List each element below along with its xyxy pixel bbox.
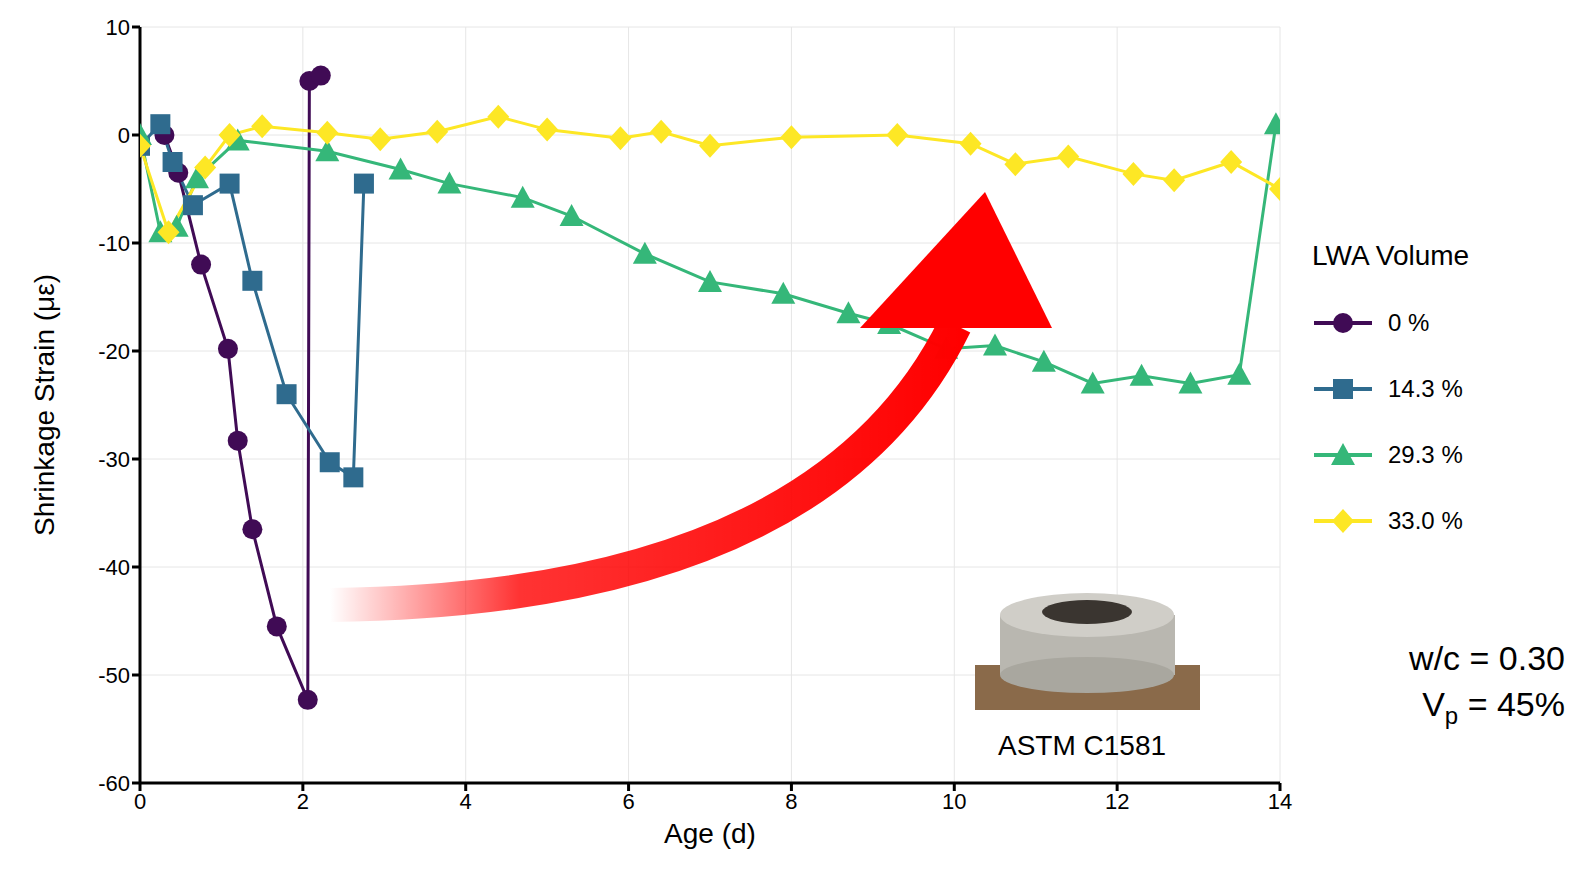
- html-text:0 %: 0 %: [1388, 309, 1430, 336]
- html-text:Vp= 45%: Vp= 45%: [1422, 685, 1565, 729]
- svg-text:12: 12: [1105, 789, 1129, 814]
- html-text:29.3 %: 29.3 %: [1388, 441, 1463, 468]
- svg-text:8: 8: [785, 789, 797, 814]
- svg-text:10: 10: [942, 789, 966, 814]
- svg-text:-10: -10: [98, 231, 130, 256]
- svg-text:2: 2: [297, 789, 309, 814]
- svg-text:4: 4: [460, 789, 472, 814]
- svg-text:Shrinkage Strain (με): Shrinkage Strain (με): [29, 274, 60, 536]
- html-text:33.0 %: 33.0 %: [1388, 507, 1463, 534]
- svg-text:-30: -30: [98, 447, 130, 472]
- svg-text:6: 6: [622, 789, 634, 814]
- html-text:w/c = 0.30: w/c = 0.30: [1409, 639, 1565, 677]
- html-text:14.3 %: 14.3 %: [1388, 375, 1463, 402]
- svg-text:-50: -50: [98, 663, 130, 688]
- html-text:LWA Volume: LWA Volume: [1312, 240, 1470, 271]
- svg-text:10: 10: [106, 15, 130, 40]
- svg-text:-40: -40: [98, 555, 130, 580]
- svg-text:-20: -20: [98, 339, 130, 364]
- svg-text:0: 0: [134, 789, 146, 814]
- svg-text:0: 0: [118, 123, 130, 148]
- html-text:ASTM C1581: ASTM C1581: [998, 730, 1166, 761]
- svg-text:-60: -60: [98, 771, 130, 796]
- svg-text:14: 14: [1268, 789, 1292, 814]
- svg-text:Age (d): Age (d): [664, 818, 756, 849]
